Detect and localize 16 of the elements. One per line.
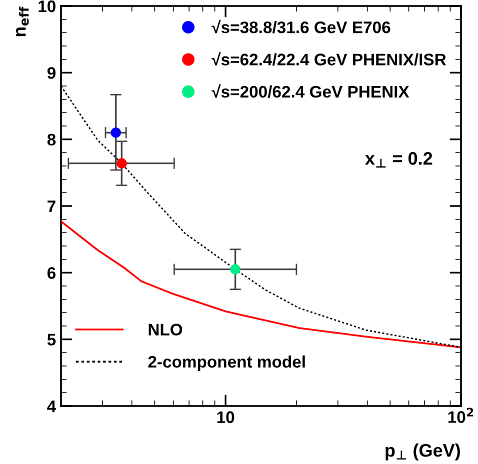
legend-label: 2-component model (148, 355, 305, 371)
legend-label: √s=38.8/31.6 GeV E706 (212, 20, 390, 34)
y-tick-label: 8 (47, 134, 56, 146)
y-tick-label: 6 (47, 267, 56, 279)
x-tick-label: 10$^{2}$ (448, 408, 474, 423)
legend-label: √s=200/62.4 GeV PHENIX (212, 84, 410, 98)
legend-label: √s=62.4/22.4 GeV PHENIX/ISR (212, 52, 446, 66)
y-tick-label: 4 (47, 400, 56, 412)
y-tick-label: 9 (47, 67, 56, 79)
y-tick-label: 10 (38, 0, 56, 12)
x-axis-title: p$_{⊥}$ (GeV) (386, 444, 460, 460)
annotation: x$_{⊥}$ = 0.2 (365, 152, 432, 168)
y-tick-label: 5 (47, 334, 56, 346)
y-axis-title: n$_{eff}$ (16, 6, 29, 36)
y-tick-label: 7 (48, 200, 56, 212)
legend-label: NLO (148, 324, 182, 336)
